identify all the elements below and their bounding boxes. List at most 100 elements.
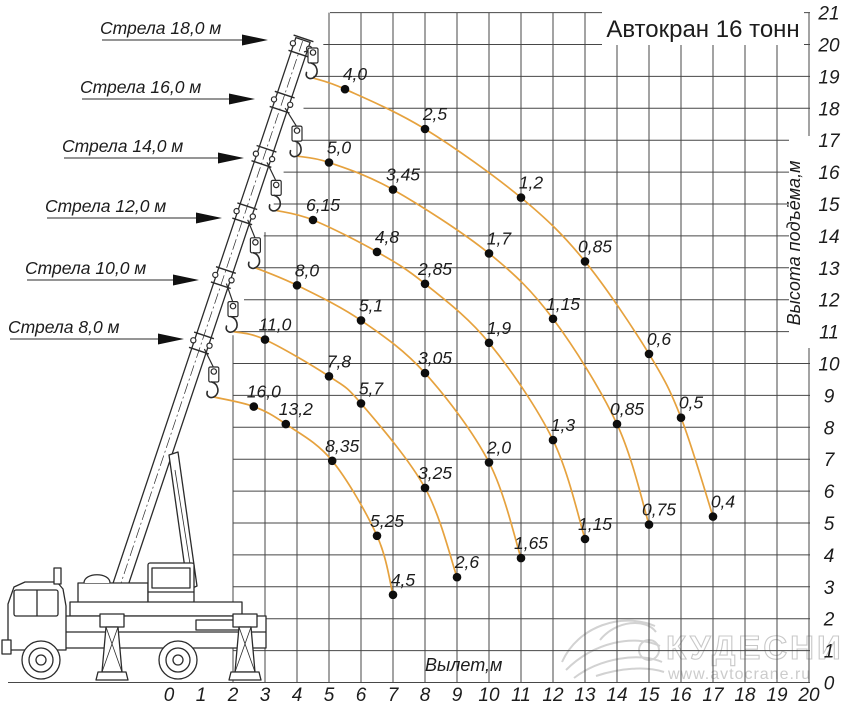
- y-tick-label: 13: [818, 259, 840, 280]
- data-point: [708, 512, 718, 521]
- data-point: [308, 215, 318, 225]
- y-tick-label: 19: [818, 67, 840, 88]
- y-tick-label: 14: [818, 227, 839, 248]
- data-point: [356, 316, 366, 325]
- capacity-curves: [213, 77, 714, 596]
- x-tick-label: 8: [420, 685, 431, 706]
- boom-label-8m: Стрела 8,0 м: [8, 317, 184, 345]
- x-tick-label: 6: [356, 685, 367, 706]
- boom-length-labels: Стрела 18,0 м Стрела 16,0 м Стрела 14,0 м С…: [8, 18, 268, 345]
- data-point: [420, 368, 430, 378]
- data-point: [292, 281, 302, 290]
- y-tick-label: 3: [824, 578, 835, 599]
- x-tick-label: 3: [260, 685, 271, 706]
- data-point: [484, 458, 494, 467]
- pointer-arrow-icon: [196, 212, 222, 224]
- load-label: 2,85: [417, 259, 452, 279]
- data-point: [516, 193, 526, 202]
- data-point: [356, 399, 366, 408]
- x-tick-label: 12: [542, 685, 564, 706]
- load-label: 4,0: [343, 64, 368, 84]
- capacity-curve-8m: [213, 396, 394, 596]
- pointer-arrow-icon: [218, 152, 244, 164]
- hook-16m: [269, 90, 303, 158]
- x-tick-label: 0: [164, 685, 175, 706]
- data-point: [324, 158, 334, 167]
- data-point: [676, 413, 686, 423]
- hook-8m: [188, 331, 220, 399]
- x-tick-label: 15: [638, 685, 660, 706]
- y-tick-label: 0: [824, 674, 835, 695]
- y-tick-label: 18: [818, 99, 840, 120]
- data-point: [372, 247, 382, 257]
- load-label: 0,85: [610, 399, 644, 419]
- y-axis-title-backing: [789, 136, 813, 348]
- data-point: [260, 335, 270, 344]
- chart-title-backing: [602, 12, 804, 45]
- x-tick-label: 2: [227, 685, 239, 706]
- pointer-arrow-icon: [158, 333, 184, 345]
- load-label: 5,25: [370, 511, 404, 531]
- hook-12m: [232, 202, 261, 270]
- rear-wheel: [158, 640, 198, 680]
- load-label: 2,6: [454, 552, 480, 572]
- x-tick-label: 18: [734, 685, 756, 706]
- y-tick-label: 17: [818, 131, 841, 152]
- load-label: 16,0: [247, 382, 281, 402]
- chart-title: Автокран 16 тонн: [606, 16, 799, 43]
- x-tick-label: 5: [324, 685, 335, 706]
- boom-label-text: Стрела 14,0 м: [62, 136, 183, 156]
- data-point: [324, 372, 334, 381]
- boom-label-text: Стрела 16,0 м: [80, 77, 201, 97]
- x-axis-ticks: 0 1 2 3 4 5 6 7 8 9 10 11 12 13 14 15 16 17 18 19 20: [164, 685, 820, 706]
- load-label: 5,0: [327, 138, 352, 158]
- boom-label-12m: Стрела 12,0 м: [45, 196, 222, 224]
- data-point: [420, 124, 430, 134]
- x-tick-label: 7: [388, 685, 400, 706]
- outrigger-rear: [228, 613, 262, 681]
- watermark-url: www.avtocrane.ru: [667, 666, 811, 683]
- x-tick-label: 1: [196, 685, 207, 706]
- load-label: 4,5: [391, 570, 416, 590]
- x-tick-label: 14: [606, 685, 627, 706]
- data-point: [249, 402, 259, 411]
- data-point: [612, 419, 622, 429]
- load-value-labels: 4,0 2,5 1,2 0,85 0,6 0,5 0,4 5,0 3,45 1,7 1,15 0,85…: [247, 64, 736, 590]
- boom-label-text: Стрела 8,0 м: [8, 317, 120, 337]
- hook-14m: [251, 144, 282, 212]
- watermark: КУДЕСНИК www.avtocrane.ru: [561, 619, 845, 683]
- pointer-arrow-icon: [173, 274, 199, 286]
- boom-label-14m: Стрела 14,0 м: [62, 136, 244, 164]
- boom-label-text: Стрела 18,0 м: [100, 18, 221, 38]
- boom-hooks: [188, 34, 319, 399]
- load-label: 3,05: [418, 348, 452, 368]
- load-label: 0,4: [711, 492, 736, 512]
- x-tick-label: 19: [766, 685, 788, 706]
- y-tick-label: 7: [824, 450, 836, 471]
- boom-label-10m: Стрела 10,0 м: [25, 258, 199, 286]
- load-label: 11,0: [259, 315, 292, 335]
- load-label: 7,8: [327, 351, 352, 371]
- load-label: 0,75: [642, 500, 676, 520]
- x-axis-title: Вылет,м: [425, 655, 502, 675]
- load-label: 5,7: [359, 378, 385, 398]
- load-label: 0,5: [679, 393, 704, 413]
- y-tick-label: 5: [824, 514, 835, 535]
- load-label: 1,2: [519, 173, 544, 193]
- data-point: [644, 349, 654, 359]
- data-point: [420, 483, 430, 493]
- y-tick-label: 21: [817, 4, 839, 25]
- load-label: 0,6: [647, 329, 672, 349]
- pointer-arrow-icon: [229, 93, 255, 105]
- capacity-curve-16m: [296, 155, 650, 525]
- data-point: [484, 338, 494, 348]
- load-label: 8,0: [295, 260, 320, 280]
- data-point: [644, 520, 654, 529]
- data-points: [249, 84, 718, 600]
- boom-label-18m: Стрела 18,0 м: [100, 18, 268, 46]
- load-label: 1,3: [551, 415, 576, 435]
- load-label: 3,25: [418, 463, 452, 483]
- data-point: [580, 257, 590, 266]
